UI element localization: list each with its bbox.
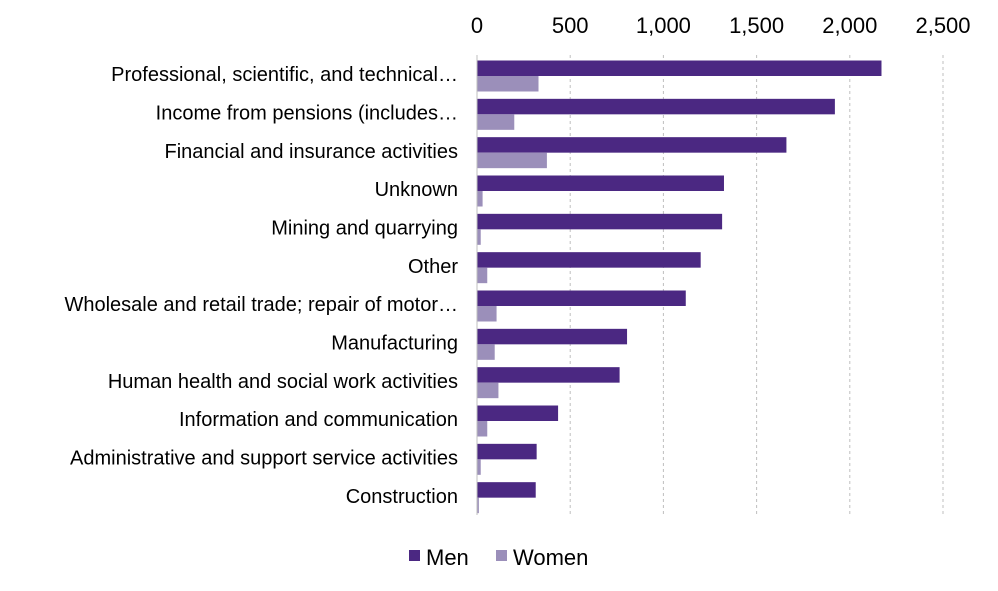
bar-women [477, 382, 499, 399]
category-label: Other [408, 256, 458, 278]
bar-men [477, 328, 628, 345]
bar-men [477, 252, 701, 268]
category-label: Financial and insurance activities [165, 141, 459, 163]
bar-men [477, 405, 559, 421]
bar-women [477, 229, 481, 245]
x-tick-label: 1,500 [729, 13, 784, 38]
bar-men [477, 175, 724, 191]
bar-men [477, 213, 723, 230]
category-label: Income from pensions (includes… [156, 103, 458, 125]
bar-women [477, 497, 479, 514]
category-label: Professional, scientific, and technical… [111, 64, 458, 86]
bar-women [477, 152, 547, 169]
x-axis-tick-labels: 0 500 1,000 1,500 2,000 2,500 [471, 13, 971, 38]
bar-men [477, 443, 537, 460]
bar-men [477, 367, 620, 383]
category-label: Manufacturing [331, 333, 458, 355]
x-tick-label: 1,000 [636, 13, 691, 38]
category-label: Unknown [375, 179, 458, 201]
bar-men [477, 482, 536, 498]
bar-women [477, 344, 495, 360]
legend-label-men: Men [426, 545, 469, 570]
bar-women [477, 267, 488, 284]
bar-women [477, 306, 497, 322]
x-tick-label: 0 [471, 13, 483, 38]
legend-label-women: Women [513, 545, 588, 570]
bar-women [477, 76, 539, 92]
legend-swatch-women [496, 550, 507, 561]
x-tick-label: 2,000 [822, 13, 877, 38]
bar-women [477, 459, 481, 475]
bars [477, 60, 882, 514]
legend: Men Women [409, 545, 588, 570]
legend-swatch-men [409, 550, 420, 561]
category-label: Administrative and support service activ… [70, 448, 458, 470]
bar-men [477, 98, 835, 115]
x-tick-label: 2,500 [915, 13, 970, 38]
category-label: Human health and social work activities [108, 371, 458, 393]
category-label: Mining and quarrying [271, 218, 458, 240]
x-tick-label: 500 [552, 13, 589, 38]
bar-women [477, 114, 515, 130]
category-label: Information and communication [179, 409, 458, 431]
gridlines [476, 55, 944, 515]
bar-women [477, 421, 488, 437]
bar-men [477, 137, 787, 153]
bar-men [477, 60, 882, 76]
category-label: Construction [346, 486, 458, 508]
category-label: Wholesale and retail trade; repair of mo… [64, 294, 458, 316]
category-labels: Professional, scientific, and technical…… [64, 64, 458, 508]
bar-women [477, 191, 483, 207]
bar-men [477, 290, 686, 306]
